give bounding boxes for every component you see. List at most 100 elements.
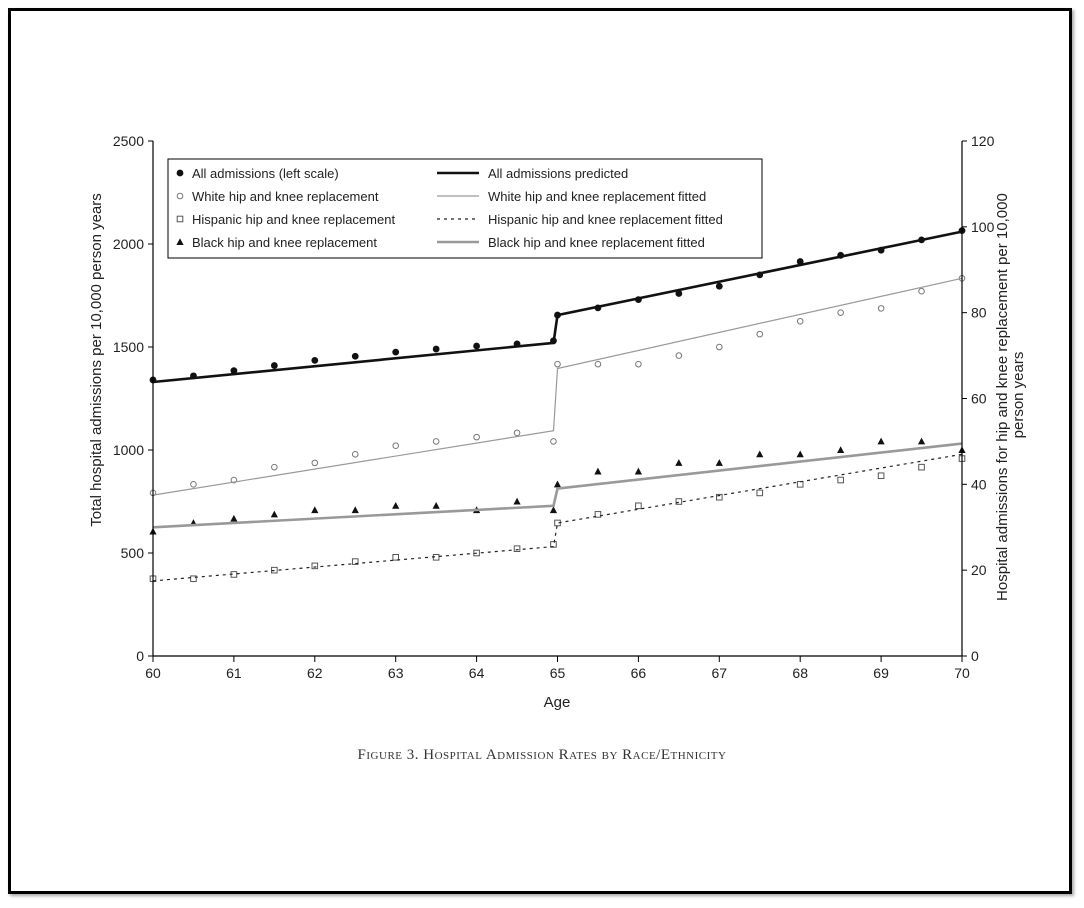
white-hip-and-knee-replacement-point (635, 360, 642, 368)
white-hip-and-knee-replacement-point (271, 463, 278, 471)
right-y-tick-label: 60 (971, 391, 987, 407)
left-y-tick-label: 2000 (113, 236, 144, 252)
black-hip-and-knee-replacement-point (917, 437, 926, 445)
x-tick-label: 60 (145, 665, 161, 681)
legend-label: All admissions (left scale) (192, 166, 339, 181)
hispanic-hip-and-knee-replacement-point (756, 489, 764, 497)
black-hip-and-knee-replacement-point (513, 497, 521, 505)
black-hip-and-knee-replacement-point (675, 459, 683, 466)
legend-marker (176, 238, 184, 245)
black-hip-and-knee-replacement-point (756, 450, 764, 458)
all-admissions-left-scale-point (270, 362, 278, 369)
legend-label: White hip and knee replacement fitted (488, 189, 706, 204)
all-admissions-left-scale-point (311, 356, 319, 364)
right-y-axis-label: Hospital admissions for hip and knee rep… (994, 189, 1027, 601)
white-hip-and-knee-replacement-point (473, 433, 480, 441)
white-hip-and-knee-replacement-point (756, 330, 764, 338)
white-hip-and-knee-replacement-point (837, 309, 844, 316)
left-y-axis-label: Total hospital admissions per 10,000 per… (88, 193, 105, 527)
right-y-tick-label: 80 (971, 305, 987, 321)
all-admissions-left-scale-point (432, 345, 440, 353)
black-hip-and-knee-replacement-point (432, 501, 440, 509)
hispanic-hip-and-knee-replacement-point (550, 541, 557, 548)
x-tick-label: 69 (873, 665, 889, 681)
x-tick-label: 68 (792, 665, 808, 681)
x-tick-label: 66 (631, 665, 647, 681)
x-tick-label: 65 (550, 665, 566, 681)
right-y-tick-label: 120 (971, 133, 995, 149)
white-hip-and-knee-replacement-point (392, 442, 400, 450)
x-tick-label: 67 (712, 665, 728, 681)
black-hip-and-knee-replacement-point (392, 501, 400, 509)
x-tick-label: 70 (954, 665, 970, 681)
right-y-tick-label: 40 (971, 476, 987, 492)
black-hip-and-knee-replacement-fitted-line (152, 442, 963, 529)
hispanic-hip-and-knee-replacement-point (796, 481, 804, 488)
x-tick-label: 62 (307, 665, 323, 681)
left-y-tick-label: 500 (121, 545, 145, 561)
all-admissions-left-scale-point (473, 342, 480, 350)
all-admissions-left-scale-point (796, 258, 804, 265)
x-tick-label: 64 (469, 665, 485, 681)
all-admissions-predicted-line (152, 230, 963, 384)
legend-label: Black hip and knee replacement fitted (488, 235, 705, 250)
white-hip-and-knee-replacement-fitted-line (152, 277, 963, 496)
legend-label: Black hip and knee replacement (192, 235, 377, 250)
black-hip-and-knee-replacement-point (796, 450, 804, 458)
right-y-tick-label: 100 (971, 219, 995, 235)
white-hip-and-knee-replacement-point (432, 438, 440, 445)
black-hip-and-knee-replacement-point (634, 467, 642, 475)
right-y-tick-label: 20 (971, 562, 987, 578)
white-hip-and-knee-replacement-point (351, 450, 359, 458)
black-hip-and-knee-replacement-point (553, 480, 562, 488)
black-hip-and-knee-replacement-point (351, 506, 359, 514)
white-hip-and-knee-replacement-point (877, 305, 885, 312)
all-admissions-left-scale-point (392, 348, 400, 356)
hispanic-hip-and-knee-replacement-point (392, 553, 399, 561)
white-hip-and-knee-replacement-point (550, 438, 557, 445)
hispanic-hip-and-knee-replacement-point (675, 498, 683, 505)
white-hip-and-knee-replacement-point (190, 481, 197, 488)
hispanic-hip-and-knee-replacement-point (513, 545, 521, 553)
hispanic-hip-and-knee-replacement-fitted-line (152, 453, 963, 582)
all-admissions-left-scale-point (675, 290, 683, 297)
legend-label: Hispanic hip and knee replacement fitted (488, 212, 723, 227)
legend-marker (176, 169, 184, 177)
black-hip-and-knee-replacement-point (594, 467, 602, 475)
legend-label: White hip and knee replacement (192, 189, 379, 204)
hispanic-hip-and-knee-replacement-point (837, 476, 844, 484)
left-y-tick-label: 1500 (113, 339, 144, 355)
hispanic-hip-and-knee-replacement-point (635, 502, 642, 510)
white-hip-and-knee-replacement-point (918, 287, 925, 295)
all-admissions-left-scale-point (351, 352, 359, 360)
hispanic-hip-and-knee-replacement-point (918, 463, 925, 471)
right-y-tick-label: 0 (971, 648, 979, 664)
hispanic-hip-and-knee-replacement-point (877, 472, 885, 480)
axis-ticks: 60 61 62 63 64 65 66 67 68 69 70050010001500200025… (113, 133, 995, 681)
black-hip-and-knee-replacement-point (877, 437, 885, 445)
plot-area (149, 227, 966, 583)
legend-marker (176, 192, 184, 200)
black-hip-and-knee-replacement-point (715, 459, 723, 466)
all-admissions-left-scale-point (230, 367, 238, 375)
hispanic-hip-and-knee-replacement-point (716, 493, 723, 501)
white-hip-and-knee-replacement-point (716, 343, 723, 351)
legend-label: All admissions predicted (488, 166, 628, 181)
legend-marker (176, 215, 184, 223)
black-hip-and-knee-replacement-point (270, 510, 278, 518)
x-tick-label: 63 (388, 665, 404, 681)
figure-caption: Figure 3. Hospital Admission Rates by Ra… (357, 747, 727, 763)
hispanic-hip-and-knee-replacement-point (190, 575, 197, 583)
black-hip-and-knee-replacement-point (311, 506, 319, 514)
white-hip-and-knee-replacement-point (675, 352, 683, 359)
hispanic-hip-and-knee-replacement-point (351, 558, 359, 565)
x-axis-label: Age (544, 694, 571, 711)
white-hip-and-knee-replacement-point (594, 360, 602, 368)
left-y-tick-label: 1000 (113, 442, 144, 458)
hispanic-hip-and-knee-replacement-point (311, 562, 319, 570)
left-y-tick-label: 0 (136, 648, 144, 664)
white-hip-and-knee-replacement-point (554, 360, 561, 368)
white-hip-and-knee-replacement-point (311, 459, 319, 467)
left-y-tick-label: 2500 (113, 133, 144, 149)
